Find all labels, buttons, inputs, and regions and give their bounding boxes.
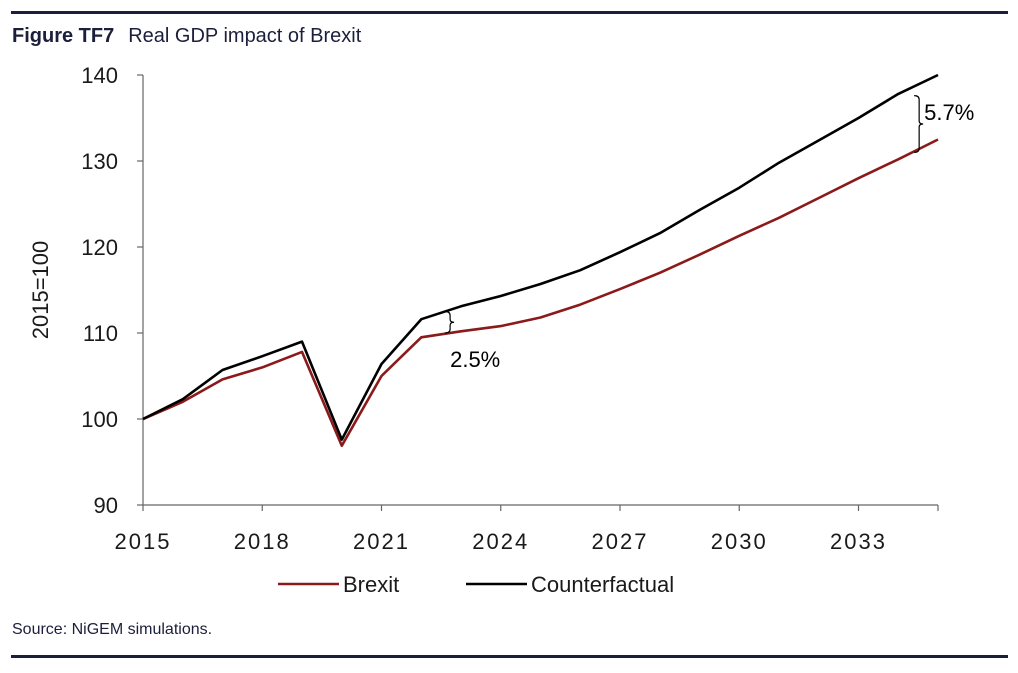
annotation-brace xyxy=(445,310,455,334)
top-rule xyxy=(11,11,1008,14)
y-tick-label: 120 xyxy=(81,235,118,260)
x-tick-label: 2024 xyxy=(472,529,529,554)
y-tick-label: 100 xyxy=(81,407,118,432)
axes: 90 100 110 120 130 140 2015 2018 2021 2024 2027 203… xyxy=(28,63,939,554)
annotation-brace xyxy=(914,95,924,153)
figure-heading: Figure TF7 Real GDP impact of Brexit xyxy=(12,25,361,48)
x-tick-label: 2033 xyxy=(830,529,887,554)
annotations: 2.5% 5.7% xyxy=(445,95,974,372)
bottom-rule xyxy=(11,655,1008,658)
series-line-brexit xyxy=(142,138,939,448)
y-tick-label: 90 xyxy=(94,493,118,518)
annotation-label: 2.5% xyxy=(450,347,500,372)
series-lines xyxy=(142,73,939,448)
x-tick-label: 2015 xyxy=(115,529,172,554)
y-axis-title: 2015=100 xyxy=(28,241,53,340)
x-tick-label: 2030 xyxy=(711,529,768,554)
annotation-label: 5.7% xyxy=(924,100,974,125)
series-line-counterfactual xyxy=(142,73,939,441)
y-tick-label: 140 xyxy=(81,63,118,88)
x-tick-label: 2021 xyxy=(353,529,410,554)
figure-label: Figure TF7 xyxy=(12,25,115,47)
source-note: Source: NiGEM simulations. xyxy=(12,621,213,638)
x-tick-label: 2027 xyxy=(592,529,649,554)
y-tick-label: 130 xyxy=(81,149,118,174)
y-tick-label: 110 xyxy=(83,321,118,346)
figure-title: Real GDP impact of Brexit xyxy=(128,25,362,47)
legend: Brexit Counterfactual xyxy=(278,572,674,597)
x-tick-label: 2018 xyxy=(234,529,291,554)
legend-label-brexit: Brexit xyxy=(343,572,399,597)
legend-label-counterfactual: Counterfactual xyxy=(531,572,674,597)
